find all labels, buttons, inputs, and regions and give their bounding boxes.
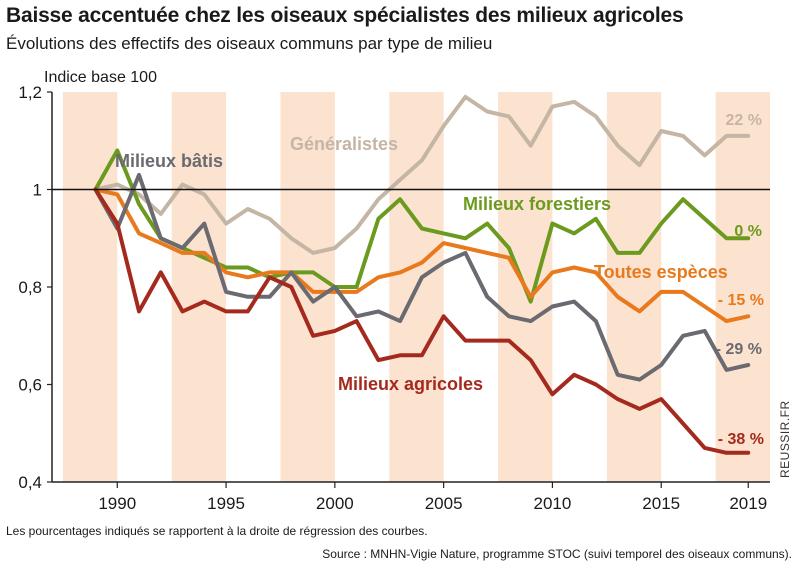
y-tick-label: 1,2: [18, 83, 42, 102]
y-axis-label: Indice base 100: [44, 69, 157, 86]
series-label-g-n-ralistes: Généralistes: [290, 134, 398, 154]
band-0: [62, 92, 118, 482]
series-line-milieux-agricoles: [93, 187, 751, 455]
series-label-toutes-esp-ces: Toutes espèces: [594, 262, 728, 282]
x-tick-label: 1990: [98, 494, 136, 513]
end-label-milieux-agricoles: - 38 %: [718, 431, 764, 448]
series-line-toutes-esp-ces: [93, 187, 751, 324]
x-tick-label: 2005: [425, 494, 463, 513]
x-tick-label: 2000: [316, 494, 354, 513]
series-lines: [93, 94, 751, 455]
series-labels: Généralistes 22 % Milieux forestiers 0 % Tou…: [115, 112, 764, 448]
band-1: [171, 92, 227, 482]
x-tick-label: 2010: [534, 494, 572, 513]
x-tick-label: 2015: [642, 494, 680, 513]
end-label-g-n-ralistes: 22 %: [726, 112, 762, 129]
band-6: [715, 92, 770, 482]
series-label-milieux-b-tis: Milieux bâtis: [115, 151, 223, 171]
end-label-milieux-b-tis: - 29 %: [716, 341, 762, 358]
x-tick-label: 2019: [729, 494, 767, 513]
y-tick-label: 0,4: [18, 473, 42, 492]
footnote: Les pourcentages indiqués se rapportent …: [6, 524, 428, 538]
y-tick-label: 1: [33, 181, 42, 200]
source-credit: Source : MNHN-Vigie Nature, programme ST…: [322, 547, 792, 561]
chart-title: Baisse accentuée chez les oiseaux spécia…: [6, 4, 684, 27]
series-line-milieux-forestiers: [93, 148, 751, 304]
y-tick-label: 0,8: [18, 278, 42, 297]
x-tick-label: 1995: [207, 494, 245, 513]
chart-subtitle: Évolutions des effectifs des oiseaux com…: [6, 34, 493, 53]
band-5: [606, 92, 662, 482]
series-label-milieux-forestiers: Milieux forestiers: [463, 194, 611, 214]
series-line-milieux-b-tis: [93, 172, 751, 382]
end-label-milieux-forestiers: 0 %: [734, 223, 762, 240]
end-label-toutes-esp-ces: - 15 %: [718, 292, 764, 309]
y-tick-label: 0,6: [18, 376, 42, 395]
series-line-g-n-ralistes: [93, 94, 751, 255]
watermark: REUSSIR.FR: [778, 400, 792, 478]
series-label-milieux-agricoles: Milieux agricoles: [338, 374, 483, 394]
